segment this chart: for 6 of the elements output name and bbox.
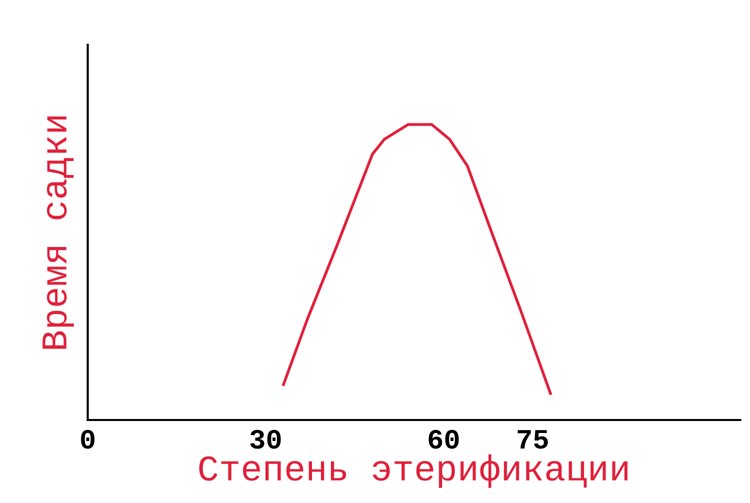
x-tick-label: 30 <box>250 430 281 449</box>
x-tick-label: 75 <box>518 430 548 449</box>
x-tick-label: 0 <box>81 430 94 449</box>
x-axis-title: Степень этерификации <box>199 454 628 488</box>
x-tick-label: 60 <box>428 430 459 449</box>
y-axis-title: Время садки <box>42 116 74 349</box>
